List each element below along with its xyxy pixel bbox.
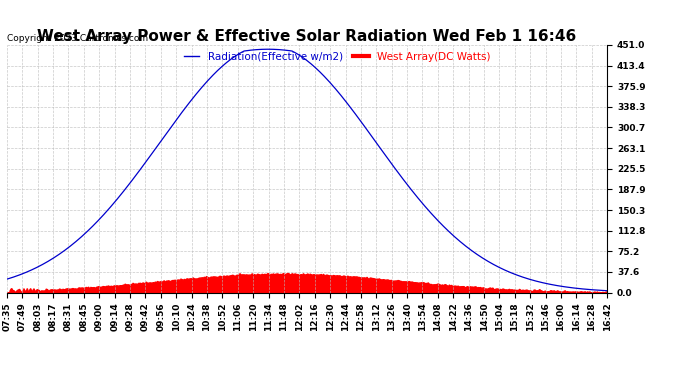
Title: West Array Power & Effective Solar Radiation Wed Feb 1 16:46: West Array Power & Effective Solar Radia… bbox=[37, 29, 577, 44]
Legend: Radiation(Effective w/m2), West Array(DC Watts): Radiation(Effective w/m2), West Array(DC… bbox=[179, 48, 495, 66]
Text: Copyright 2023 Cartronics.com: Copyright 2023 Cartronics.com bbox=[7, 33, 148, 42]
